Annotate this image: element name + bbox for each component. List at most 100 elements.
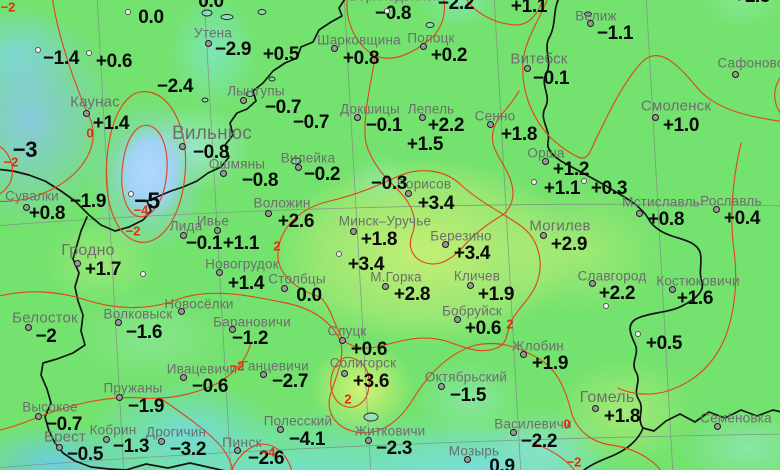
city-label: Лынтупы	[227, 83, 285, 99]
city-dot-icon	[220, 170, 227, 177]
city-label: Велиж	[575, 8, 617, 24]
contour-label: −4	[260, 444, 276, 460]
city-dot-icon	[419, 114, 426, 121]
village-dot-icon	[581, 178, 587, 184]
station-value: +3.4	[417, 193, 455, 214]
station-value: −0.8	[192, 142, 230, 163]
station-value: −0.7	[292, 112, 330, 133]
border-ukraine-southwest	[125, 462, 225, 470]
city-label: Сувалки	[5, 188, 59, 204]
city-label: Шарковщина	[317, 32, 401, 48]
contour-label: −4	[133, 202, 149, 218]
city-label: Полесский	[263, 413, 333, 429]
city-label: Октябрьский	[424, 369, 508, 385]
city-label: Березино	[430, 228, 492, 244]
city-label: Костюковичи	[656, 273, 740, 289]
station-value: 0.0	[138, 7, 164, 28]
station-value: +1.7	[84, 259, 122, 280]
station-value: −1.5	[449, 385, 487, 406]
station-value: +3.4	[347, 254, 385, 275]
city-dot-icon	[25, 324, 32, 331]
station-value: −1.6	[125, 322, 163, 343]
city-label: Житковичи	[354, 423, 426, 439]
city-label: Мозырь	[448, 443, 500, 459]
station-value: +0.2	[430, 45, 468, 66]
station-value: +0.3	[590, 178, 628, 199]
station-value: −0.6	[191, 376, 229, 397]
station-value: −0.2	[303, 164, 341, 185]
village-dot-icon	[336, 251, 342, 257]
city-dot-icon	[341, 370, 348, 377]
station-value: +0.6	[350, 339, 388, 360]
city-dot-icon	[260, 371, 267, 378]
city-dot-icon	[652, 114, 659, 121]
contour-label: 2	[273, 238, 281, 254]
city-dot-icon	[229, 326, 236, 333]
city-label: Рославль	[700, 193, 762, 209]
city-dot-icon	[405, 190, 412, 197]
station-value: −0.1	[365, 115, 403, 136]
city-dot-icon	[281, 285, 288, 292]
city-label: Белосток	[12, 309, 78, 327]
city-dot-icon	[524, 65, 531, 72]
city-label: Утена	[193, 25, 233, 41]
border-ukraine-southeast	[642, 409, 780, 432]
city-label: Высокое	[22, 399, 78, 415]
contour-label: 2	[506, 316, 514, 332]
city-label: Новосёлки	[164, 296, 234, 312]
city-dot-icon	[331, 45, 338, 52]
station-value: +1.9	[531, 353, 569, 374]
city-dot-icon	[592, 405, 599, 412]
village-dot-icon	[384, 8, 390, 14]
city-dot-icon	[669, 286, 676, 293]
station-value: +1.6	[676, 288, 714, 309]
city-dot-icon	[365, 437, 372, 444]
city-dot-icon	[510, 429, 517, 436]
contour-label: −2	[125, 223, 141, 239]
city-dot-icon	[277, 426, 284, 433]
station-value: −2	[35, 326, 57, 347]
city-dot-icon	[732, 71, 739, 78]
station-value: +0.8	[28, 203, 66, 224]
city-label: Борисов	[396, 176, 452, 192]
city-dot-icon	[713, 206, 720, 213]
station-value: −0.8	[374, 3, 412, 24]
border-russia-east	[542, 0, 704, 429]
city-dot-icon	[714, 423, 721, 430]
station-value: −0.1	[185, 233, 223, 254]
city-dot-icon	[382, 283, 389, 290]
station-value: +2.2	[598, 283, 636, 304]
city-dot-icon	[216, 269, 223, 276]
city-label: Столбцы	[268, 271, 326, 287]
city-dot-icon	[542, 158, 549, 165]
city-label: Новогрудок	[205, 256, 279, 272]
station-value: −2.9	[214, 39, 252, 60]
station-value: +0.8	[647, 209, 685, 230]
city-dot-icon	[23, 204, 30, 211]
city-dot-icon	[442, 241, 449, 248]
contour-label: 2	[344, 391, 352, 407]
station-value: +0.4	[723, 208, 761, 229]
lakes	[201, 9, 592, 422]
station-value: +0.6	[464, 318, 502, 339]
city-dot-icon	[464, 456, 471, 463]
city-dot-icon	[339, 337, 346, 344]
city-label: Пинск	[222, 434, 262, 450]
city-label: Кобрин	[89, 422, 137, 438]
station-value: +1.4	[227, 273, 265, 294]
border-ukraine-gomel-south	[583, 427, 644, 470]
city-label: Слуцк	[327, 323, 367, 339]
station-value: 0.9	[489, 456, 515, 470]
city-dot-icon	[636, 210, 643, 217]
station-value: +0.8	[342, 48, 380, 69]
city-label: Мстиславль	[622, 194, 700, 210]
city-label: Вилейка	[280, 150, 336, 166]
city-dot-icon	[35, 413, 42, 420]
station-value: +2.8	[393, 284, 431, 305]
station-value: −1.4	[42, 48, 80, 69]
city-dot-icon	[487, 121, 494, 128]
city-label: Ошмяны	[208, 156, 266, 172]
